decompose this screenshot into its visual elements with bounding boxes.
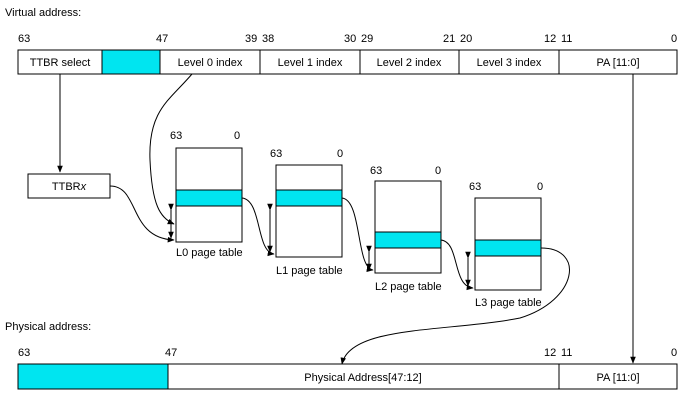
l0-page-table-label: L0 page table: [176, 247, 243, 259]
va-label-ttbr-select: TTBR select: [30, 57, 91, 69]
va-bit-11: 11: [561, 33, 572, 45]
translation-wires: [57, 73, 636, 365]
pa-bit-0: 0: [671, 347, 677, 359]
va-label-level2: Level 2 index: [377, 57, 442, 69]
va-bit-39: 39: [245, 33, 257, 45]
l2-selected-entry: [374, 231, 442, 249]
l2-page-table: [374, 180, 442, 274]
l1-bit-63: 63: [270, 148, 282, 160]
l3-bit-0: 0: [537, 181, 543, 193]
va-field-level1: [259, 49, 361, 75]
l2-bit-0: 0: [435, 165, 441, 177]
va-bit-47: 47: [156, 33, 168, 45]
va-label-level3: Level 3 index: [477, 57, 542, 69]
va-bit-12: 12: [544, 33, 556, 45]
va-bit-20: 20: [460, 33, 472, 45]
physical-address-heading: Physical address:: [5, 321, 91, 333]
l3-page-table-label: L3 page table: [475, 297, 542, 309]
pa-field-unused: [17, 363, 169, 390]
va-label-level1: Level 1 index: [278, 57, 343, 69]
pa-field-47-12: [167, 363, 560, 390]
va-bit-21: 21: [443, 33, 455, 45]
pa-field-11-0: [558, 363, 678, 390]
va-field-level3: [458, 49, 560, 75]
va-label-level0: Level 0 index: [178, 57, 243, 69]
ttbr-register: [27, 173, 111, 199]
l0-bit-0: 0: [234, 130, 240, 142]
virtual-address-heading: Virtual address:: [5, 7, 81, 19]
va-bit-0: 0: [671, 33, 677, 45]
l3-selected-entry: [474, 239, 542, 257]
pa-bit-63: 63: [18, 347, 30, 359]
va-field-level0: [159, 49, 261, 75]
va-field-unused: [101, 49, 161, 75]
pa-label-47-12: Physical Address[47:12]: [304, 372, 421, 384]
l2-bit-63: 63: [370, 165, 382, 177]
pa-label-11-0: PA [11:0]: [596, 372, 639, 384]
va-bit-38: 38: [262, 33, 274, 45]
l1-page-table-label: L1 page table: [276, 265, 343, 277]
va-bit-29: 29: [361, 33, 373, 45]
virtual-address-register: [17, 49, 678, 75]
ttbr-label: TTBRx: [52, 181, 87, 193]
l1-page-table: [275, 164, 343, 258]
pa-bit-11: 11: [561, 347, 572, 359]
va-label-pa: PA [11:0]: [596, 57, 639, 69]
va-field-pa: [558, 49, 678, 75]
va-bit-63: 63: [18, 33, 30, 45]
pa-bit-12: 12: [544, 347, 556, 359]
l0-selected-entry: [175, 189, 243, 207]
l1-selected-entry: [275, 189, 343, 207]
l2-page-table-label: L2 page table: [375, 281, 442, 293]
va-bit-30: 30: [344, 33, 356, 45]
l3-bit-63: 63: [469, 181, 481, 193]
pa-bit-47: 47: [165, 347, 177, 359]
l1-bit-0: 0: [337, 148, 343, 160]
va-field-ttbr-select: [17, 49, 103, 75]
l0-bit-63: 63: [170, 130, 182, 142]
physical-address-register: [17, 363, 678, 390]
